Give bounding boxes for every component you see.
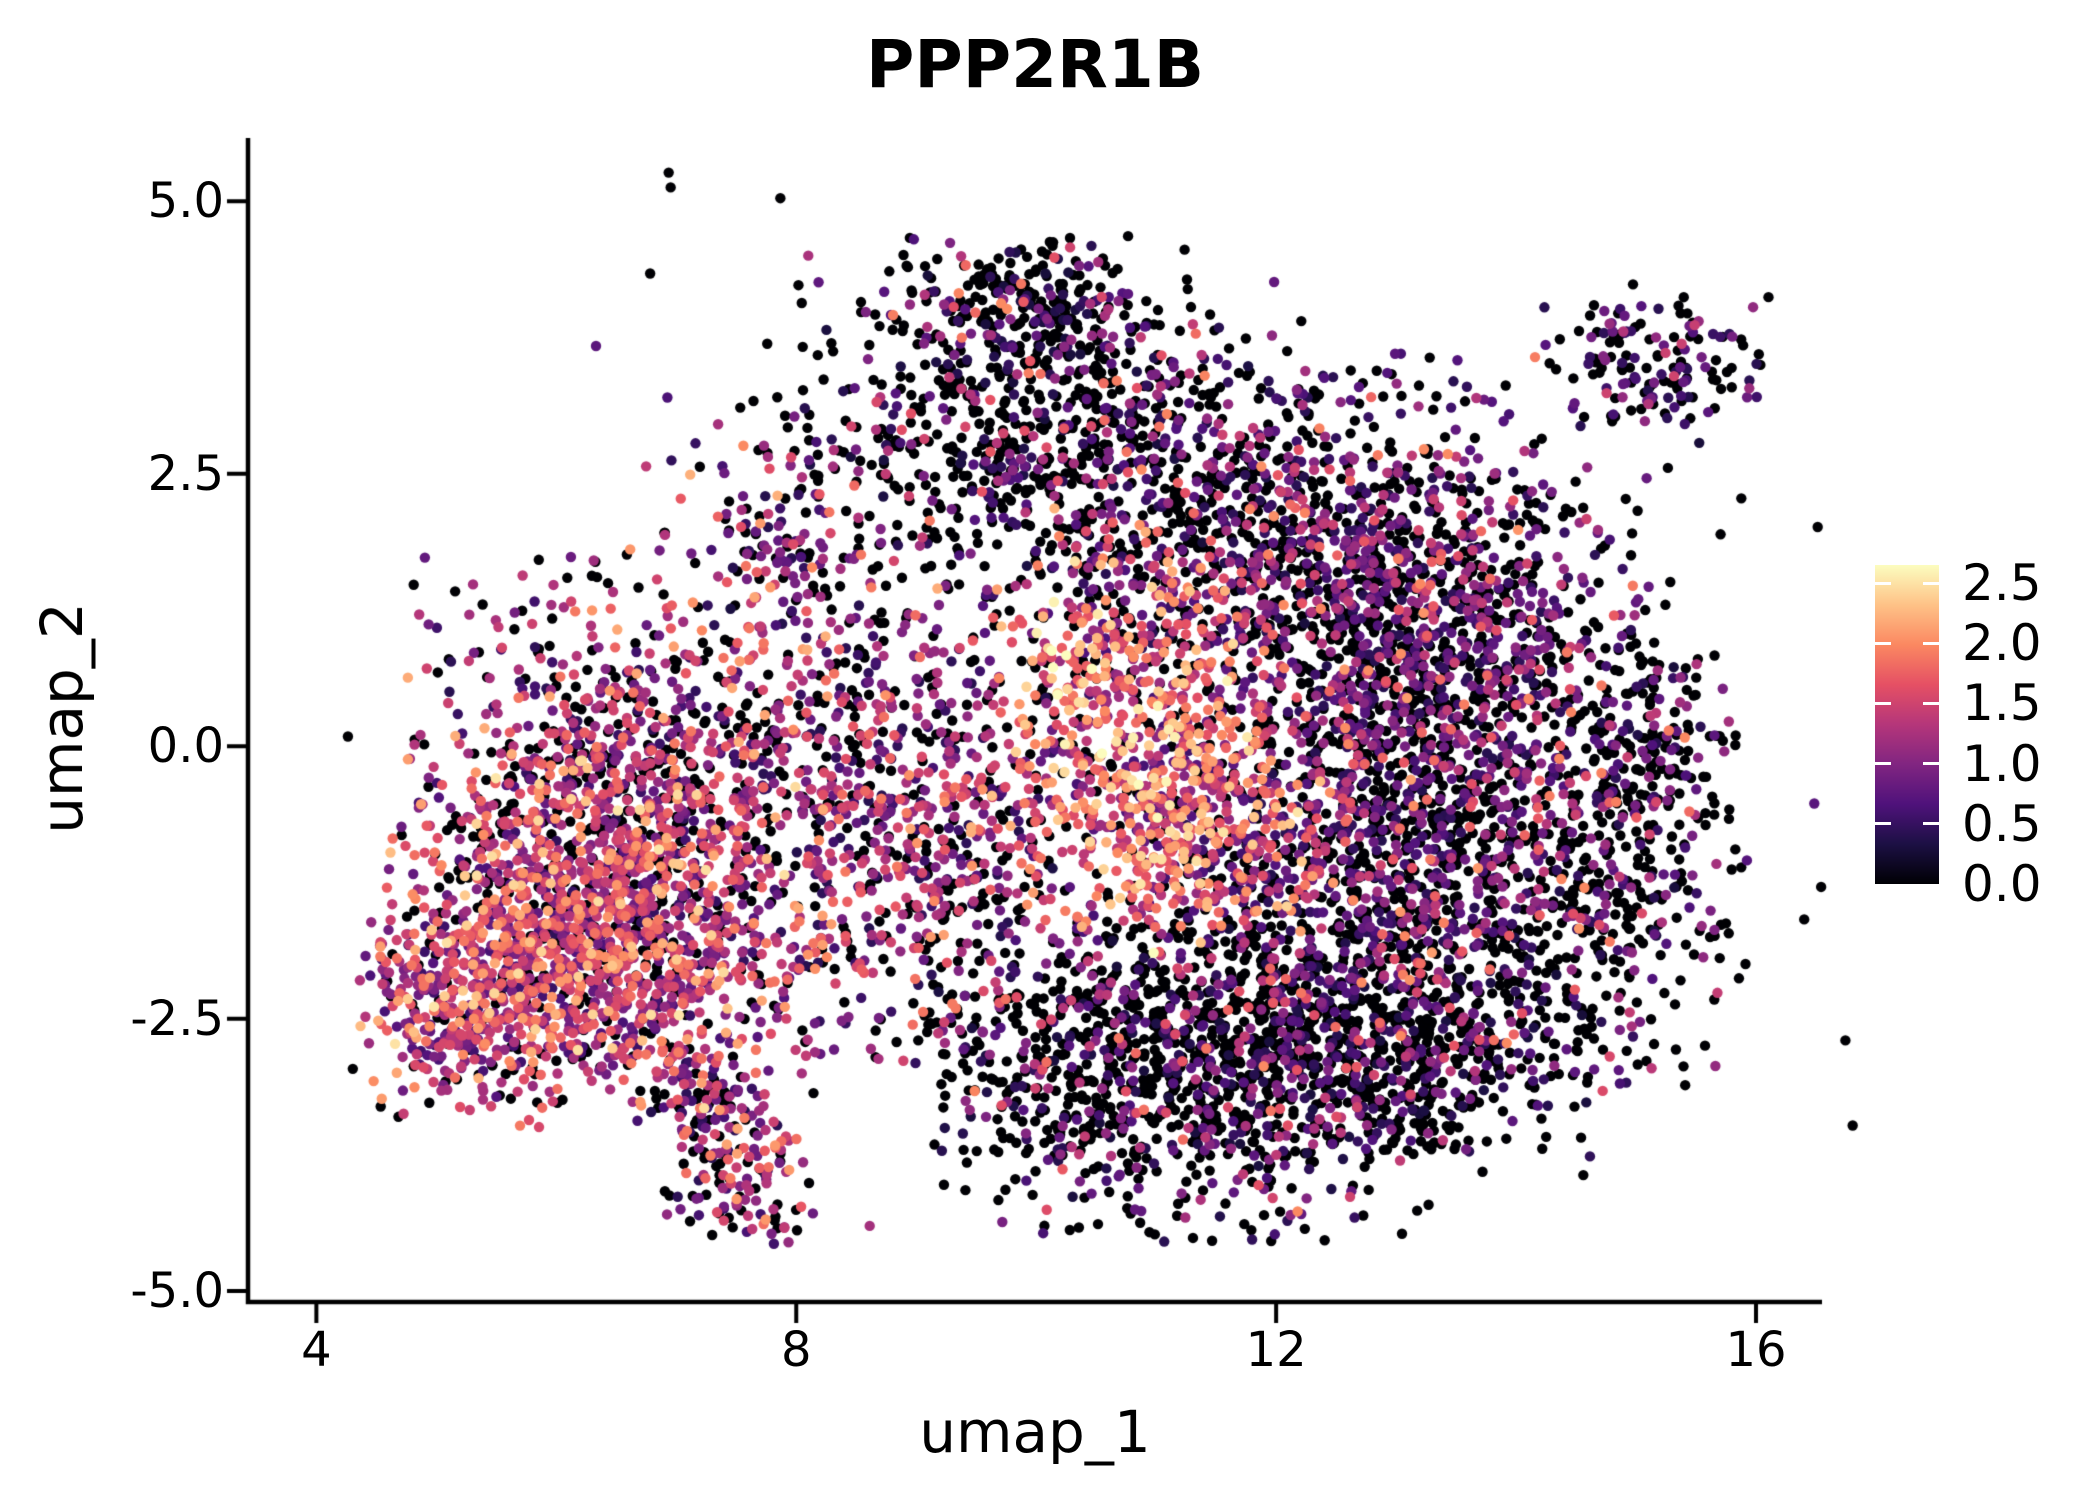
- y-tick-label: -2.5: [130, 990, 224, 1047]
- colorbar-tick-mark: [1875, 762, 1891, 766]
- x-tick-label: 16: [1725, 1322, 1787, 1378]
- colorbar-tick-label: 1.5: [1962, 674, 2042, 733]
- colorbar-tick-mark: [1923, 701, 1939, 705]
- colorbar-tick-mark: [1923, 581, 1939, 585]
- colorbar-tick-label: 0.5: [1962, 794, 2042, 853]
- colorbar-tick-mark: [1875, 701, 1891, 705]
- colorbar-tick-label: 1.0: [1962, 734, 2042, 793]
- plot-title: PPP2R1B: [865, 26, 1205, 103]
- y-tick-label: 2.5: [147, 445, 224, 502]
- x-tick-label: 8: [780, 1322, 812, 1378]
- y-axis-label: umap_2: [28, 602, 96, 834]
- colorbar-tick-label: 0.0: [1962, 855, 2042, 913]
- colorbar-tick-mark: [1923, 762, 1939, 766]
- colorbar-gradient: [1875, 565, 1939, 884]
- colorbar-tick-mark: [1875, 822, 1891, 826]
- y-tick-label: 5.0: [147, 173, 224, 230]
- x-tick-label: 4: [301, 1322, 332, 1378]
- colorbar-tick-mark: [1875, 581, 1891, 585]
- colorbar-tick-mark: [1923, 822, 1939, 826]
- colorbar-tick-mark: [1923, 641, 1939, 645]
- y-tick-label: -5.0: [130, 1263, 224, 1320]
- colorbar-tick-mark: [1875, 641, 1891, 645]
- x-tick-label: 12: [1245, 1322, 1307, 1378]
- y-tick-label: 0.0: [147, 718, 224, 775]
- x-axis-label: umap_1: [919, 1398, 1151, 1466]
- colorbar-tick-label: 2.0: [1962, 614, 2042, 673]
- colorbar-tick-label: 2.5: [1962, 554, 2042, 613]
